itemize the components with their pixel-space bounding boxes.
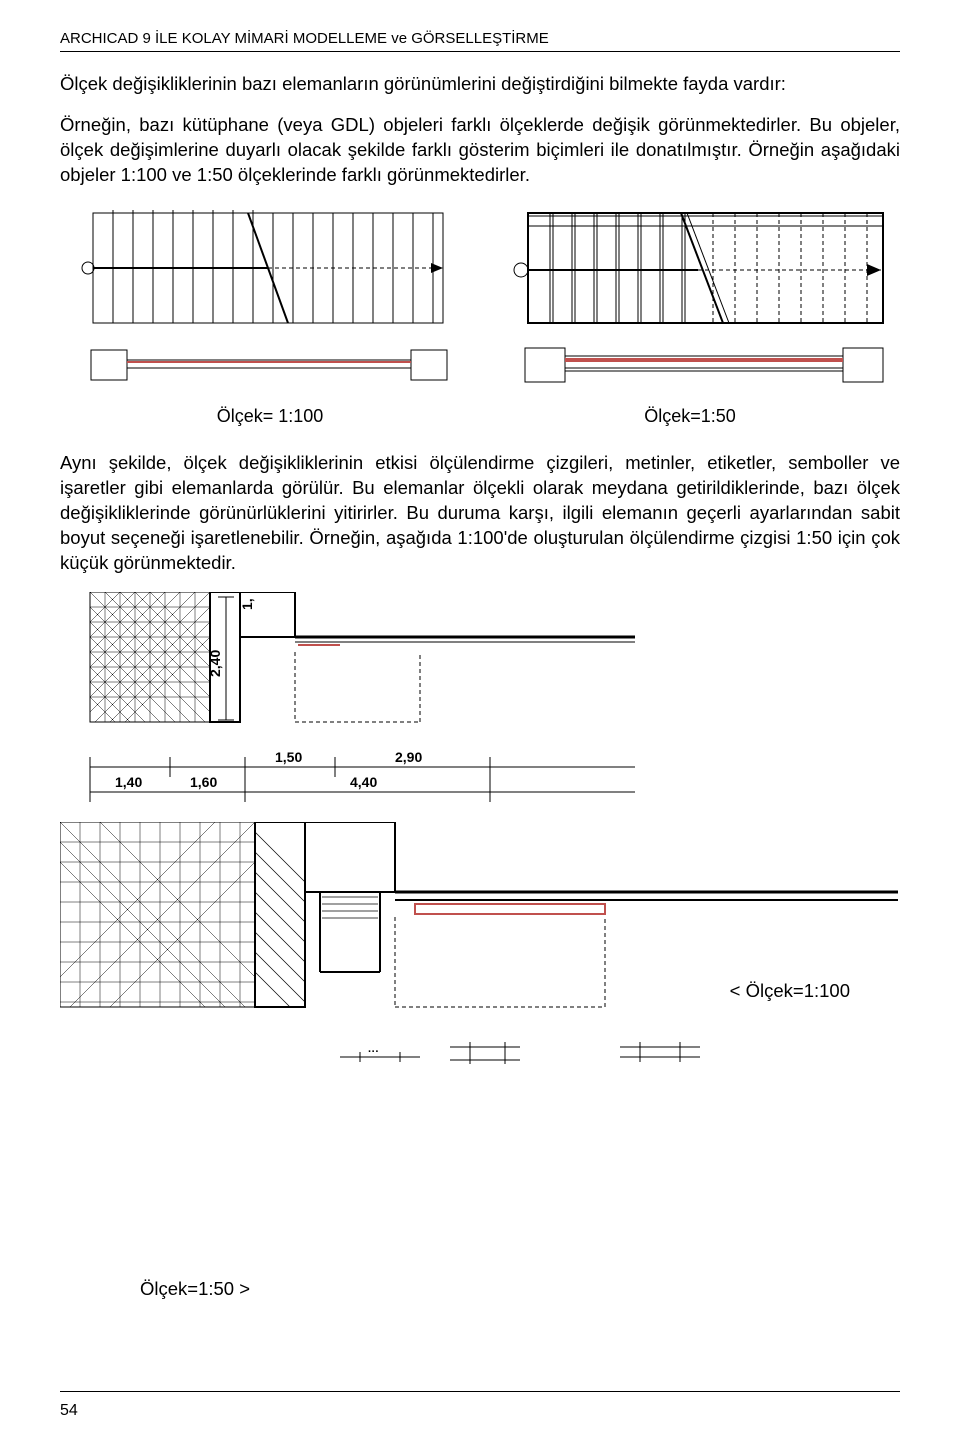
page-number: 54 [60,1402,78,1420]
body-paragraph-2: Aynı şekilde, ölçek değişikliklerinin et… [60,451,900,576]
dim-2-40: 2,40 [207,649,223,676]
stair-1-100 [60,208,465,388]
dim-1: 1, [239,598,255,610]
stair-plan-100-svg [73,208,453,338]
section-bar-100-svg [73,338,453,388]
dim-sm-1: ··· [368,1046,379,1058]
dim-1-40: 1,40 [115,774,142,790]
dim-2-90: 2,90 [395,749,422,765]
body-paragraph-1: Örneğin, bazı kütüphane (veya GDL) objel… [60,113,900,188]
section-bar-50-svg [503,338,893,388]
stair-plan-50-svg [503,208,893,338]
section-50-svg: ··· [60,822,900,1072]
footer-divider [60,1391,900,1392]
label-scale-100: < Ölçek=1:100 [730,980,850,1002]
label-scale-50: Ölçek=1:50 > [140,1278,250,1300]
section-100-svg: 2,40 1, 1,40 1,60 1,50 2,90 4,40 [80,592,640,812]
page-header: ARCHICAD 9 İLE KOLAY MİMARİ MODELLEME ve… [60,30,900,47]
caption-1-50: Ölçek=1:50 [480,406,900,427]
stair-1-50 [495,208,900,388]
dim-1-60: 1,60 [190,774,217,790]
caption-row: Ölçek= 1:100 Ölçek=1:50 [60,406,900,427]
header-divider [60,51,900,52]
intro-paragraph: Ölçek değişikliklerinin bazı elemanların… [60,72,900,97]
dim-1-50: 1,50 [275,749,302,765]
dim-4-40: 4,40 [350,774,377,790]
stair-figure-row [60,208,900,388]
caption-1-100: Ölçek= 1:100 [60,406,480,427]
